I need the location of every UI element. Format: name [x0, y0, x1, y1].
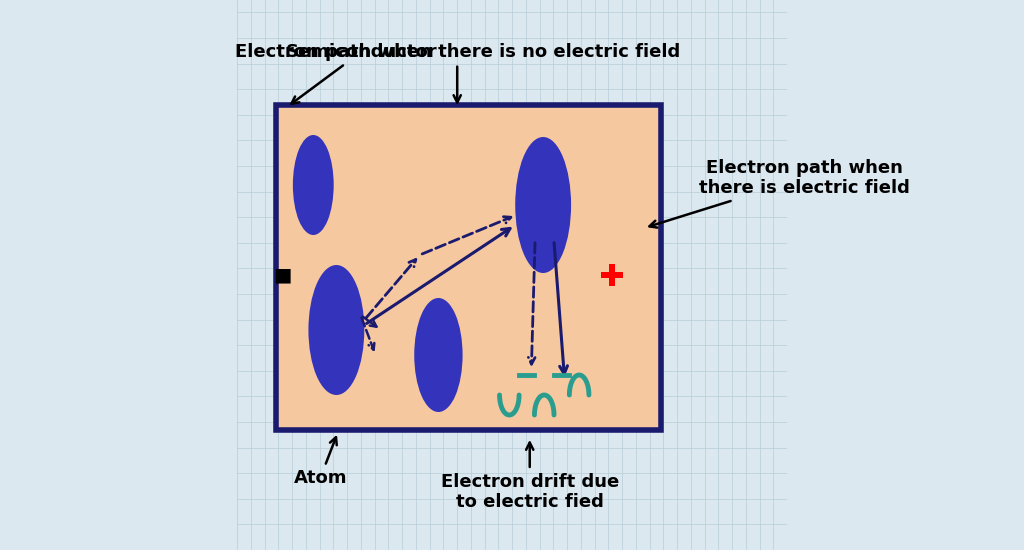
Text: ■: ■ [273, 266, 292, 284]
Ellipse shape [293, 135, 334, 235]
Bar [601, 272, 623, 278]
Bar [275, 105, 662, 430]
Bar [609, 264, 614, 286]
Ellipse shape [415, 298, 463, 412]
Text: Electron path when
there is electric field: Electron path when there is electric fie… [649, 158, 909, 228]
Text: Electron drift due
to electric fied: Electron drift due to electric fied [440, 443, 618, 512]
Ellipse shape [515, 137, 571, 273]
Ellipse shape [308, 265, 365, 395]
Text: Electron path when there is no electric field: Electron path when there is no electric … [234, 43, 680, 102]
Text: Semiconductor: Semiconductor [286, 43, 437, 104]
Text: Atom: Atom [294, 437, 347, 487]
